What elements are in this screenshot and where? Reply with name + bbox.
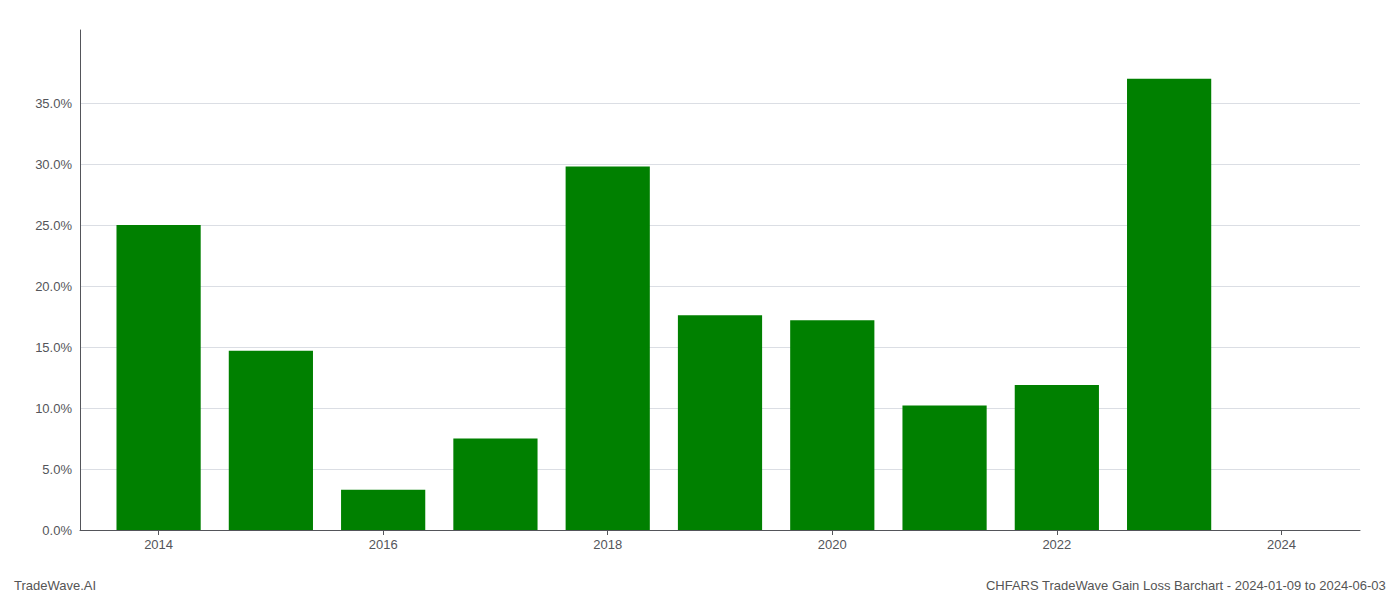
svg-text:10.0%: 10.0% (35, 401, 72, 416)
svg-text:TradeWave.AI: TradeWave.AI (14, 578, 96, 593)
svg-text:2022: 2022 (1042, 537, 1071, 552)
svg-text:35.0%: 35.0% (35, 96, 72, 111)
svg-text:20.0%: 20.0% (35, 279, 72, 294)
svg-text:2020: 2020 (818, 537, 847, 552)
svg-text:5.0%: 5.0% (42, 462, 72, 477)
svg-text:2014: 2014 (144, 537, 173, 552)
svg-text:15.0%: 15.0% (35, 340, 72, 355)
svg-text:2016: 2016 (369, 537, 398, 552)
svg-text:30.0%: 30.0% (35, 157, 72, 172)
svg-text:2018: 2018 (593, 537, 622, 552)
svg-text:2024: 2024 (1267, 537, 1296, 552)
svg-text:0.0%: 0.0% (42, 523, 72, 538)
svg-text:25.0%: 25.0% (35, 218, 72, 233)
svg-text:CHFARS TradeWave Gain Loss Bar: CHFARS TradeWave Gain Loss Barchart - 20… (986, 578, 1386, 593)
